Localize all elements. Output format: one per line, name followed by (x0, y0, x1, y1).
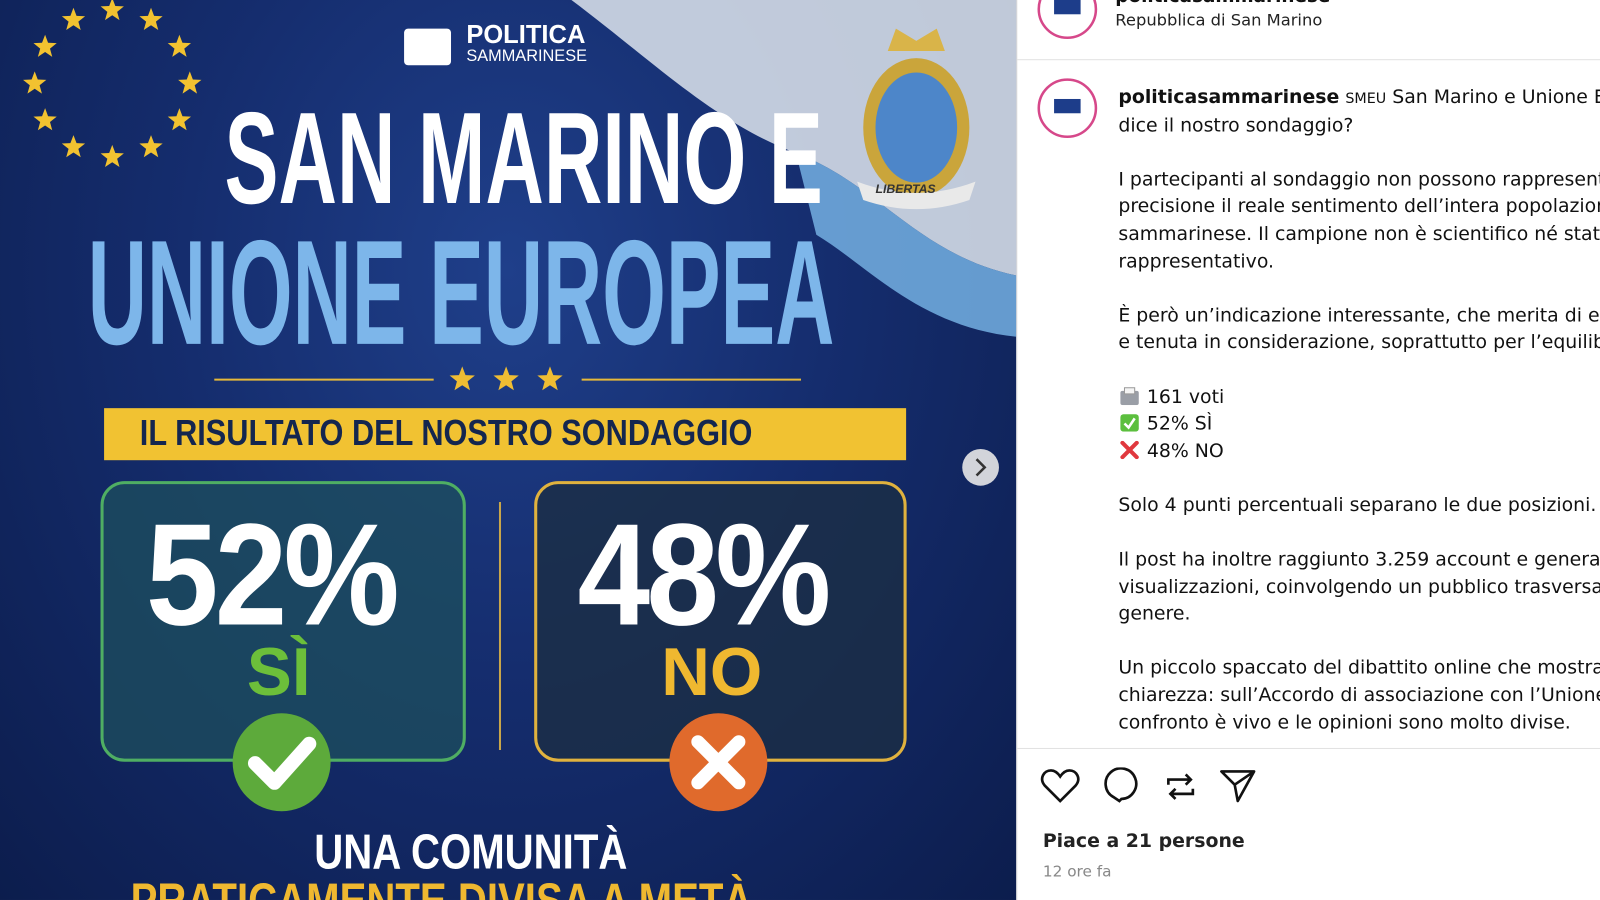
caption-line: genere. (1118, 603, 1191, 625)
share-button[interactable] (1220, 770, 1256, 803)
next-arrow (975, 458, 987, 477)
likes[interactable]: Piace a 21 persone (1042, 830, 1245, 853)
caption-line: 52% SÌ (1146, 413, 1213, 435)
footer-text: PRATICAMENTE DIVISA A METÀ (131, 873, 753, 900)
no-label: NO (661, 633, 763, 710)
star (167, 108, 192, 131)
star (139, 7, 163, 30)
avatar[interactable] (1036, 77, 1099, 140)
side-panel: politicasammarinese Repubblica di San Ma… (1016, 0, 1600, 900)
caption-line: e tenuta in considerazione, soprattutto … (1118, 331, 1600, 354)
emblem-crown (887, 28, 945, 52)
star (449, 366, 475, 391)
caption-line: precisione il reale sentimento dell’inte… (1118, 196, 1600, 218)
caption-line: Solo 4 punti percentuali separano le due… (1118, 494, 1597, 517)
caption-line: San Marino e Unione Eur (1392, 86, 1600, 109)
banner-text: IL RISULTATO DEL NOSTRO SONDAGGIO (139, 413, 753, 454)
caption-line: I partecipanti al sondaggio non possono … (1118, 169, 1600, 191)
star (33, 108, 57, 131)
emblem-ribbon (857, 181, 976, 210)
star (139, 135, 163, 158)
image-graphics (23, 0, 1017, 812)
emblem-shield (875, 72, 958, 183)
flag-blue (795, 153, 1017, 337)
caption: politicasammarinese SMEU San Marino e Un… (1118, 85, 1600, 737)
logo-text: POLITICA (466, 20, 586, 49)
star (100, 0, 124, 21)
repost-button[interactable] (1167, 773, 1195, 800)
headline: UNIONE EUROPEA (87, 209, 835, 376)
caption-username[interactable]: politicasammarinese (1118, 86, 1340, 109)
cross-emoji (1120, 440, 1139, 459)
logo-icon (404, 28, 452, 66)
caption-paragraph: I partecipanti al sondaggio non possono … (1118, 167, 1600, 276)
yes-percent: 52% (145, 493, 400, 657)
username[interactable]: politicasammarinese (1115, 0, 1330, 7)
tag: SMEU (1345, 90, 1387, 108)
star (61, 7, 86, 30)
star (167, 34, 192, 57)
comment-button[interactable] (1104, 767, 1138, 803)
caption-line: 161 voti (1146, 386, 1225, 408)
timestamp: 12 ore fa (1042, 862, 1112, 881)
action-bar (1040, 767, 1256, 803)
check-emoji (1120, 414, 1139, 432)
like-button[interactable] (1040, 769, 1080, 803)
caption-line: chiarezza: sull’Accordo di associazione … (1118, 684, 1600, 707)
star (100, 144, 124, 168)
check-icon (232, 713, 331, 812)
star (33, 34, 57, 57)
location[interactable]: Repubblica di San Marino (1115, 10, 1323, 30)
caption-paragraph: È però un’indicazione interessante, che … (1118, 303, 1600, 357)
headline: SAN MARINO E (224, 85, 823, 232)
separator (1017, 747, 1600, 749)
caption-line: Il post ha inoltre raggiunto 3.259 accou… (1118, 549, 1600, 571)
star (537, 366, 563, 391)
star (178, 71, 202, 94)
yes-label: SÌ (246, 633, 311, 710)
emblem-motto: LIBERTAS (875, 181, 936, 196)
caption-line: dice il nostro sondaggio? (1118, 114, 1354, 137)
caption-line: confronto è vivo e le opinioni sono molt… (1118, 711, 1571, 734)
caption-paragraph: Il post ha inoltre raggiunto 3.259 accou… (1118, 547, 1600, 628)
banner-bg (104, 408, 907, 461)
ballot-icon (1120, 386, 1139, 405)
cross-mark (691, 735, 746, 790)
logo-text: SAMMARINESE (466, 47, 587, 66)
caption-line: sammarinese. Il campione non è scientifi… (1118, 223, 1600, 245)
caption-line: visualizzazioni, coinvolgendo un pubblic… (1118, 576, 1600, 598)
next-button[interactable] (962, 448, 999, 486)
star (493, 366, 519, 391)
star (61, 135, 86, 158)
caption-line: 48% NO (1146, 440, 1224, 462)
check-mark (247, 736, 317, 790)
caption-paragraph: Un piccolo spaccato del dibattito online… (1118, 656, 1600, 737)
caption-line: rappresentativo. (1118, 250, 1275, 273)
star (23, 71, 47, 94)
caption-line: Un piccolo spaccato del dibattito online… (1118, 657, 1600, 680)
caption-line: È però un’indicazione interessante, che … (1118, 304, 1600, 327)
footer-text: UNA COMUNITÀ (314, 825, 628, 880)
no-percent: 48% (577, 493, 832, 657)
caption-paragraph: Solo 4 punti percentuali separano le due… (1118, 493, 1600, 520)
avatar[interactable] (1036, 0, 1099, 41)
post-image: POLITICA SAMMARINESE LIBERTAS SAN MARINO… (0, 0, 1017, 900)
separator (1017, 59, 1600, 61)
